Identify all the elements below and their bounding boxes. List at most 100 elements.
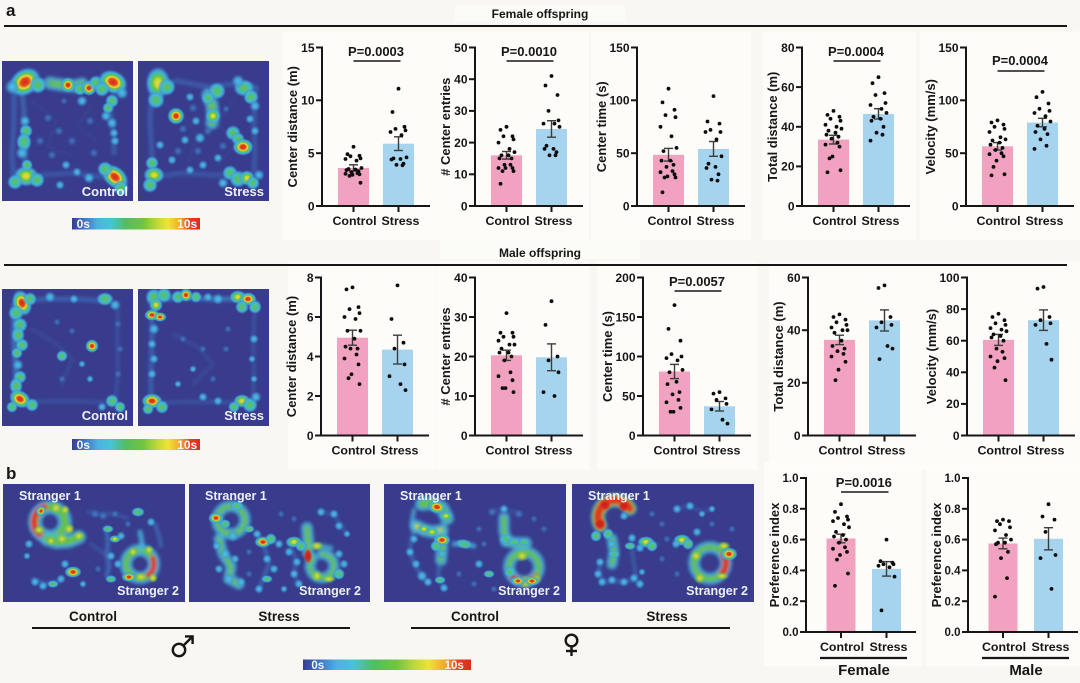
svg-text:Center distance (m): Center distance (m) bbox=[285, 66, 300, 187]
svg-text:0s: 0s bbox=[77, 217, 91, 231]
svg-text:Male: Male bbox=[1009, 662, 1042, 679]
svg-text:1.0: 1.0 bbox=[945, 473, 961, 485]
svg-text:20: 20 bbox=[454, 350, 468, 364]
svg-text:Control: Control bbox=[485, 214, 529, 228]
svg-text:20: 20 bbox=[781, 160, 795, 174]
svg-text:Velocity (mm/s): Velocity (mm/s) bbox=[923, 79, 938, 174]
svg-text:30: 30 bbox=[454, 104, 468, 118]
svg-text:15: 15 bbox=[301, 41, 315, 55]
svg-text:a: a bbox=[6, 1, 16, 20]
svg-text:200: 200 bbox=[615, 271, 635, 285]
svg-text:Control: Control bbox=[976, 214, 1020, 228]
svg-text:60: 60 bbox=[781, 80, 795, 94]
svg-text:Stranger 2: Stranger 2 bbox=[117, 584, 179, 598]
svg-text:Stress: Stress bbox=[258, 609, 299, 624]
svg-text:100: 100 bbox=[938, 94, 958, 108]
svg-text:0: 0 bbox=[461, 199, 468, 213]
svg-text:20: 20 bbox=[454, 136, 468, 150]
svg-text:0.0: 0.0 bbox=[945, 627, 961, 639]
svg-text:Stranger 2: Stranger 2 bbox=[498, 584, 560, 598]
svg-text:60: 60 bbox=[946, 334, 960, 348]
svg-text:100: 100 bbox=[609, 94, 629, 108]
svg-text:Center time (s): Center time (s) bbox=[594, 81, 609, 172]
svg-text:0: 0 bbox=[308, 199, 315, 213]
svg-text:Control: Control bbox=[812, 214, 856, 228]
svg-text:2: 2 bbox=[307, 389, 314, 403]
svg-text:Stranger 1: Stranger 1 bbox=[588, 489, 650, 503]
svg-text:0s: 0s bbox=[77, 438, 91, 452]
svg-text:30: 30 bbox=[454, 310, 468, 324]
svg-text:10: 10 bbox=[454, 389, 468, 403]
svg-text:Control: Control bbox=[982, 640, 1026, 654]
svg-text:100: 100 bbox=[615, 350, 635, 364]
svg-text:Stranger 1: Stranger 1 bbox=[400, 489, 462, 503]
svg-text:6: 6 bbox=[307, 310, 314, 324]
svg-text:150: 150 bbox=[609, 41, 629, 55]
svg-text:0: 0 bbox=[788, 199, 795, 213]
svg-text:0.6: 0.6 bbox=[783, 535, 799, 547]
svg-text:Total distance (m): Total distance (m) bbox=[765, 72, 780, 182]
svg-text:Stress: Stress bbox=[224, 184, 264, 199]
svg-text:P=0.0004: P=0.0004 bbox=[992, 53, 1049, 68]
svg-text:40: 40 bbox=[946, 366, 960, 380]
svg-text:40: 40 bbox=[787, 324, 801, 338]
svg-text:# Center entries: # Center entries bbox=[438, 78, 453, 176]
svg-text:8: 8 bbox=[307, 271, 314, 285]
svg-text:Control: Control bbox=[485, 444, 529, 458]
svg-text:Control: Control bbox=[69, 609, 117, 624]
svg-text:20: 20 bbox=[946, 397, 960, 411]
svg-text:Stress: Stress bbox=[1027, 444, 1065, 458]
svg-text:Control: Control bbox=[647, 214, 691, 228]
svg-text:0.4: 0.4 bbox=[945, 566, 962, 578]
svg-text:Control: Control bbox=[331, 444, 375, 458]
svg-text:40: 40 bbox=[454, 73, 468, 87]
svg-text:20: 20 bbox=[787, 376, 801, 390]
svg-text:Control: Control bbox=[451, 609, 499, 624]
svg-text:10s: 10s bbox=[445, 660, 464, 672]
svg-text:0.8: 0.8 bbox=[945, 504, 962, 516]
svg-text:Stress: Stress bbox=[703, 444, 741, 458]
svg-text:1.0: 1.0 bbox=[783, 473, 799, 485]
svg-text:P=0.0016: P=0.0016 bbox=[836, 475, 892, 490]
svg-text:50: 50 bbox=[616, 147, 630, 161]
svg-text:Control: Control bbox=[653, 444, 697, 458]
svg-text:Stress: Stress bbox=[697, 214, 735, 228]
svg-text:Stress: Stress bbox=[868, 444, 906, 458]
svg-text:P=0.0003: P=0.0003 bbox=[348, 44, 404, 59]
svg-text:b: b bbox=[6, 464, 16, 483]
svg-text:P=0.0057: P=0.0057 bbox=[669, 274, 725, 289]
svg-text:0: 0 bbox=[307, 429, 314, 443]
svg-text:Female offspring: Female offspring bbox=[492, 7, 589, 21]
svg-text:Stress: Stress bbox=[1032, 640, 1070, 654]
svg-text:Male offspring: Male offspring bbox=[499, 246, 581, 260]
svg-text:Control: Control bbox=[332, 214, 376, 228]
svg-text:Stress: Stress bbox=[382, 214, 420, 228]
svg-text:10s: 10s bbox=[177, 217, 197, 231]
svg-text:Center distance (m): Center distance (m) bbox=[284, 296, 299, 417]
svg-text:50: 50 bbox=[454, 41, 468, 55]
svg-text:100: 100 bbox=[939, 271, 959, 285]
svg-text:0: 0 bbox=[953, 429, 960, 443]
svg-text:Center time (s): Center time (s) bbox=[600, 311, 615, 402]
svg-text:Control: Control bbox=[82, 184, 128, 199]
svg-text:80: 80 bbox=[781, 41, 795, 55]
svg-text:0: 0 bbox=[623, 199, 630, 213]
svg-text:Stress: Stress bbox=[1026, 214, 1064, 228]
svg-text:60: 60 bbox=[787, 271, 801, 285]
svg-text:P=0.0004: P=0.0004 bbox=[828, 44, 885, 59]
svg-text:Control: Control bbox=[977, 444, 1021, 458]
svg-text:0.4: 0.4 bbox=[783, 566, 800, 578]
svg-text:Stranger 2: Stranger 2 bbox=[299, 584, 361, 598]
svg-text:0s: 0s bbox=[311, 660, 324, 672]
svg-text:10: 10 bbox=[301, 94, 315, 108]
svg-text:Preference index: Preference index bbox=[929, 502, 944, 608]
svg-text:Stress: Stress bbox=[381, 444, 419, 458]
svg-text:4: 4 bbox=[307, 350, 314, 364]
svg-text:Control: Control bbox=[82, 408, 128, 423]
svg-text:Stress: Stress bbox=[862, 214, 900, 228]
svg-text:Total distance (m): Total distance (m) bbox=[771, 301, 786, 411]
svg-text:0.2: 0.2 bbox=[783, 596, 799, 608]
svg-text:# Center entries: # Center entries bbox=[438, 307, 453, 405]
svg-text:P=0.0010: P=0.0010 bbox=[501, 44, 557, 59]
svg-text:0: 0 bbox=[952, 199, 959, 213]
